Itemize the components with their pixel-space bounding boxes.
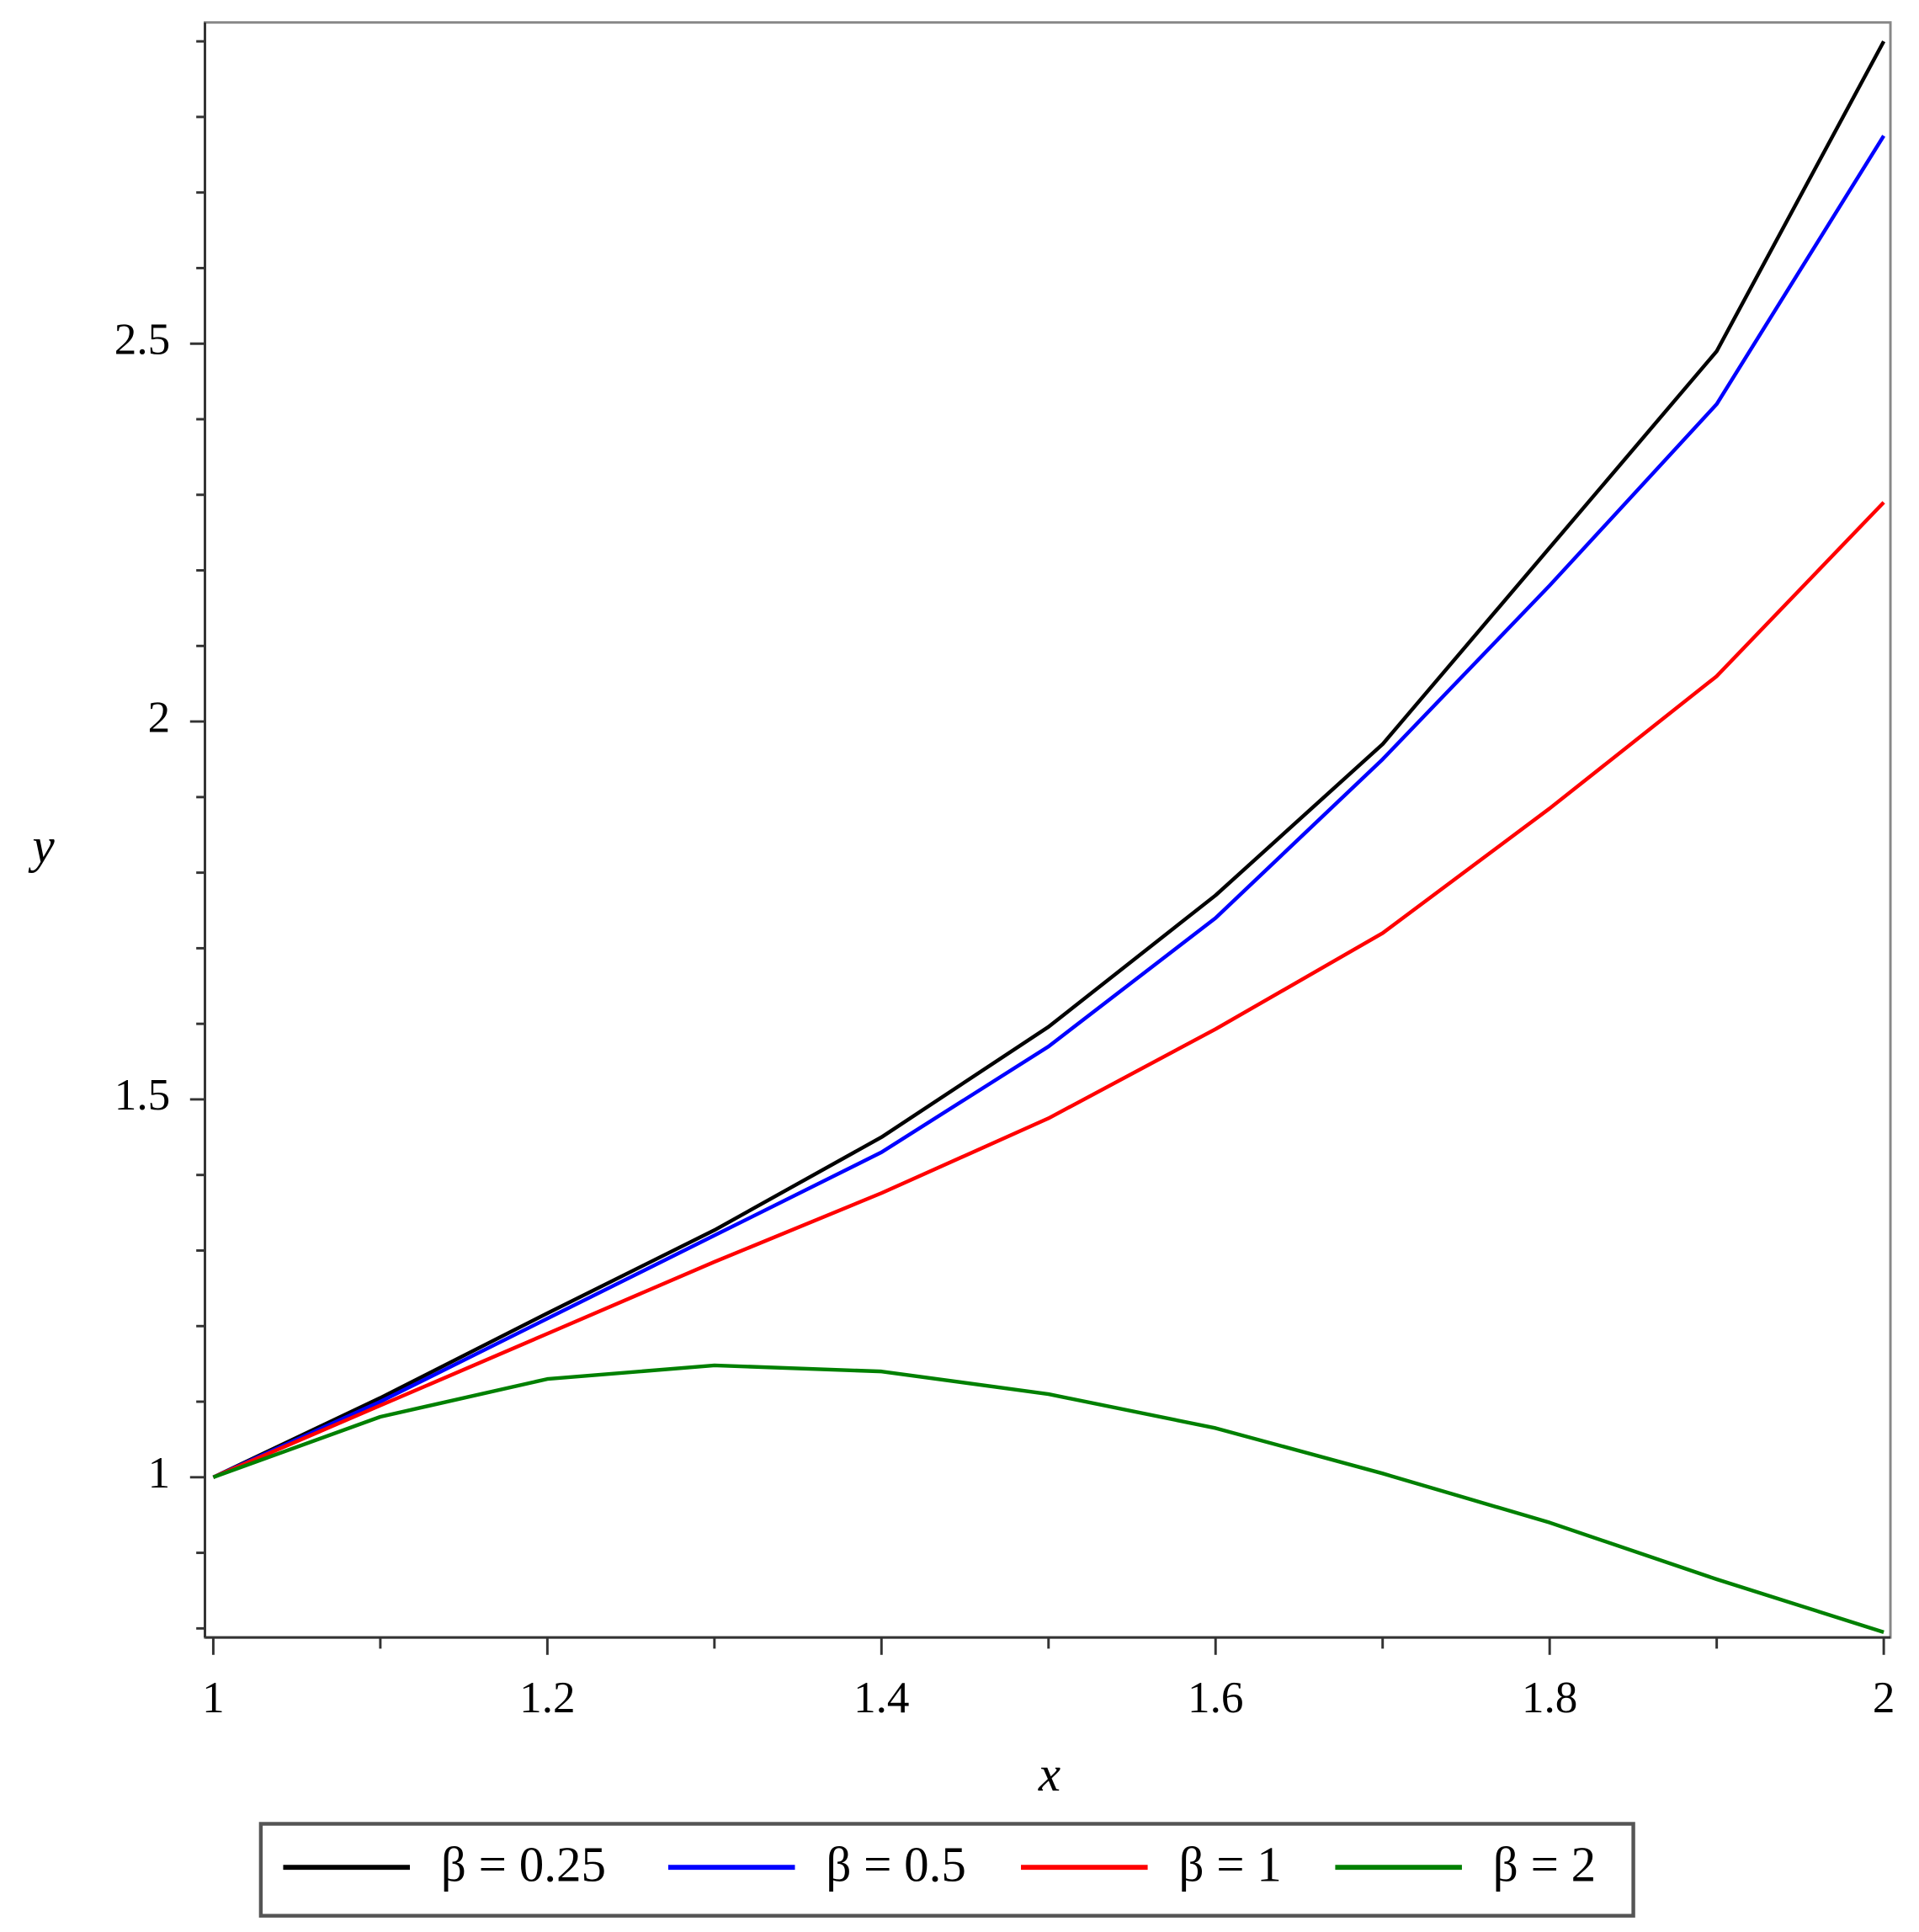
series-line — [212, 501, 1885, 1479]
y-axis-label: y — [29, 818, 56, 874]
legend-label: β = 1 — [1178, 1837, 1281, 1892]
series-line — [212, 1363, 1884, 1634]
x-tick-label: 2 — [1873, 1674, 1895, 1722]
y-tick-label: 2.5 — [114, 315, 170, 364]
x-tick-label: 1.4 — [853, 1674, 909, 1722]
legend-label: β = 2 — [1493, 1837, 1596, 1892]
x-tick-label: 1.6 — [1188, 1674, 1243, 1722]
x-tick-label: 1.8 — [1522, 1674, 1577, 1722]
x-tick-label: 1.2 — [519, 1674, 575, 1722]
series-line — [212, 40, 1886, 1479]
x-tick-label: 1 — [202, 1674, 225, 1722]
y-tick-label: 1 — [148, 1449, 171, 1498]
legend-label: β = 0.5 — [826, 1837, 966, 1892]
y-tick-label: 1.5 — [114, 1071, 170, 1120]
legend-label: β = 0.25 — [441, 1837, 606, 1892]
y-tick-label: 2 — [148, 693, 171, 742]
series-line — [212, 135, 1885, 1479]
x-axis-label: x — [1038, 1746, 1060, 1802]
